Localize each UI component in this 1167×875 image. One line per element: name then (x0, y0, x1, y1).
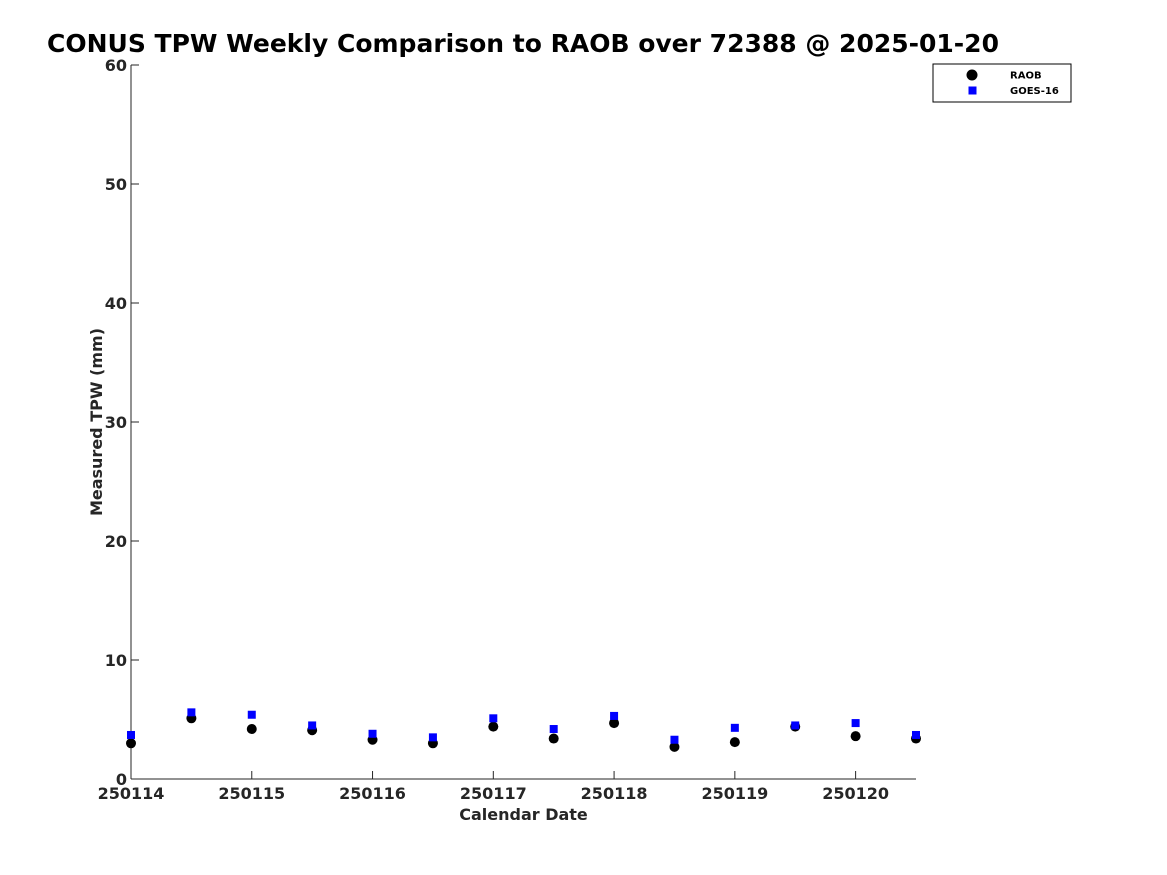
x-tick-label: 250118 (581, 784, 648, 803)
goes-16-point (428, 733, 437, 742)
raob-point (126, 738, 136, 749)
raob-point (729, 737, 740, 748)
y-tick-label: 40 (105, 294, 127, 313)
y-axis-label: Measured TPW (mm) (87, 328, 106, 516)
raob-point (488, 721, 499, 732)
raob-point (850, 731, 861, 742)
x-tick-label: 250115 (218, 784, 285, 803)
y-tick-label: 10 (105, 651, 127, 670)
goes-16-point (610, 711, 619, 720)
raob-point (246, 724, 257, 735)
goes-16-point (127, 730, 135, 739)
legend-goes16-label: GOES-16 (1010, 86, 1059, 97)
y-tick-label: 0 (116, 770, 127, 789)
goes-16-point (187, 708, 196, 717)
x-tick-label: 250120 (822, 784, 889, 803)
goes-16-point (670, 735, 679, 744)
legend-box (932, 63, 1072, 103)
axes (130, 65, 916, 780)
chart-title: CONUS TPW Weekly Comparison to RAOB over… (47, 29, 999, 58)
y-tick-label: 50 (105, 175, 127, 194)
goes-16-point (308, 721, 317, 730)
goes-16-point (247, 710, 256, 719)
legend-raob-label: RAOB (1010, 71, 1042, 82)
x-axis-ticks: 250114 250115 250116 250117 250118 250119 2501… (98, 771, 889, 803)
x-tick-label: 250119 (701, 784, 768, 803)
goes-16-point (730, 723, 739, 732)
y-axis-ticks: 0 10 20 30 40 50 60 (105, 56, 139, 789)
y-tick-label: 60 (105, 56, 127, 75)
x-tick-label: 250116 (339, 784, 406, 803)
y-tick-label: 30 (105, 413, 127, 432)
raob-point (548, 733, 559, 744)
legend-raob-marker (966, 69, 978, 81)
raob-point (609, 718, 620, 729)
goes-16-point (489, 714, 498, 723)
legend: RAOB GOES-16 (932, 63, 1072, 103)
goes-16-point (549, 725, 558, 734)
y-tick-label: 20 (105, 532, 127, 551)
x-tick-label: 250114 (98, 784, 165, 803)
x-axis-label: Calendar Date (459, 805, 588, 824)
goes-16-point (368, 729, 377, 738)
legend-goes16-marker (968, 86, 977, 95)
goes-16-point (912, 730, 920, 739)
goes-16-point (791, 721, 800, 730)
x-tick-label: 250117 (460, 784, 527, 803)
data-points (126, 708, 921, 752)
raob-point (669, 741, 680, 752)
goes-16-point (851, 719, 860, 728)
